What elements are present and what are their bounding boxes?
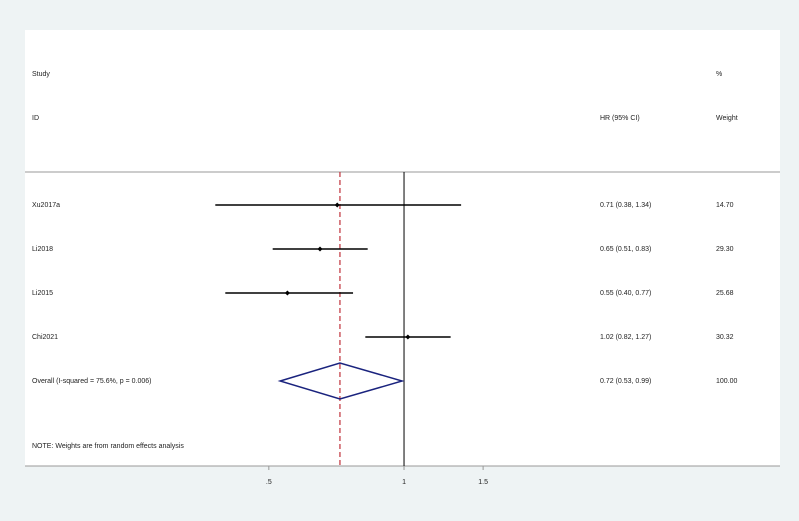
weight-label: 30.32 xyxy=(716,334,734,341)
effect-label: 0.55 (0.40, 0.77) xyxy=(600,290,651,297)
point-estimate xyxy=(284,290,290,296)
point-estimate xyxy=(405,334,411,340)
study-label: Li2015 xyxy=(32,290,53,297)
study-label: Chi2021 xyxy=(32,334,58,341)
overall-effect-label: 0.72 (0.53, 0.99) xyxy=(600,378,651,385)
weight-label: 25.68 xyxy=(716,290,734,297)
x-tick-label: 1.5 xyxy=(478,479,488,486)
header-id: ID xyxy=(32,115,39,122)
overall-weight-label: 100.00 xyxy=(716,378,738,385)
header-weight: Weight xyxy=(716,115,738,122)
point-estimate xyxy=(334,202,340,208)
study-label: Li2018 xyxy=(32,246,53,253)
x-tick-label: .5 xyxy=(266,479,272,486)
effect-label: 0.65 (0.51, 0.83) xyxy=(600,246,651,253)
plot-area xyxy=(25,30,780,466)
study-label: Xu2017a xyxy=(32,202,60,209)
header-effect: HR (95% CI) xyxy=(600,115,640,122)
weight-label: 29.30 xyxy=(716,246,734,253)
point-estimate xyxy=(317,246,323,252)
effect-label: 0.71 (0.38, 1.34) xyxy=(600,202,651,209)
x-tick-label: 1 xyxy=(402,479,406,486)
overall-label: Overall (I-squared = 75.6%, p = 0.006) xyxy=(32,378,151,385)
note: NOTE: Weights are from random effects an… xyxy=(32,443,184,450)
weight-label: 14.70 xyxy=(716,202,734,209)
effect-label: 1.02 (0.82, 1.27) xyxy=(600,334,651,341)
header-percent: % xyxy=(716,71,722,78)
overall-diamond xyxy=(277,362,405,400)
header-study: Study xyxy=(32,71,50,78)
